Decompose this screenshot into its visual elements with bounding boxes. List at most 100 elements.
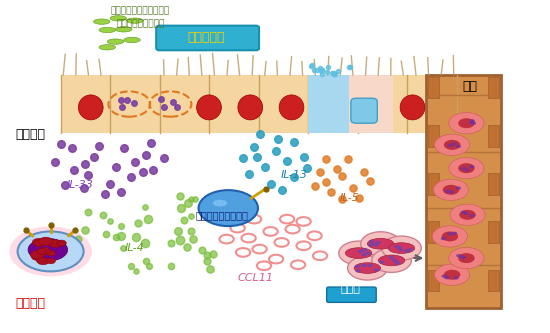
Circle shape <box>37 248 47 254</box>
Circle shape <box>458 253 475 263</box>
Circle shape <box>30 251 44 259</box>
Circle shape <box>369 240 375 243</box>
Circle shape <box>434 134 470 156</box>
Circle shape <box>382 236 421 260</box>
Circle shape <box>455 145 461 148</box>
Circle shape <box>471 122 476 125</box>
Ellipse shape <box>279 95 304 120</box>
Bar <box>488 221 499 243</box>
Ellipse shape <box>99 45 116 50</box>
Ellipse shape <box>107 39 124 44</box>
Circle shape <box>470 119 475 123</box>
Circle shape <box>361 264 366 267</box>
Ellipse shape <box>78 95 103 120</box>
Circle shape <box>450 204 485 225</box>
Circle shape <box>432 226 468 247</box>
Circle shape <box>455 186 461 190</box>
Text: IL-5: IL-5 <box>339 193 359 203</box>
Text: ダニ抗原・パパイン: ダニ抗原・パパイン <box>116 19 164 29</box>
Circle shape <box>31 254 42 260</box>
Circle shape <box>379 260 384 264</box>
Bar <box>428 125 439 147</box>
Circle shape <box>460 256 466 259</box>
Ellipse shape <box>94 19 110 24</box>
Text: ナチュラルヘルパー: ナチュラルヘルパー <box>195 210 248 220</box>
Circle shape <box>458 118 475 128</box>
Ellipse shape <box>116 27 132 32</box>
Circle shape <box>46 250 56 256</box>
Circle shape <box>348 256 387 280</box>
Circle shape <box>372 248 411 272</box>
Bar <box>60 75 456 133</box>
Text: 好酸球: 好酸球 <box>341 284 361 294</box>
Ellipse shape <box>126 18 143 23</box>
Circle shape <box>32 238 45 246</box>
Circle shape <box>461 211 466 214</box>
Ellipse shape <box>388 243 415 253</box>
Circle shape <box>361 232 400 256</box>
Circle shape <box>358 249 364 253</box>
Ellipse shape <box>367 238 394 249</box>
Circle shape <box>444 276 450 279</box>
Ellipse shape <box>99 27 116 33</box>
Ellipse shape <box>400 95 425 120</box>
Circle shape <box>39 237 53 246</box>
Circle shape <box>392 259 398 262</box>
Circle shape <box>355 269 361 273</box>
Circle shape <box>36 257 46 263</box>
Circle shape <box>394 245 400 248</box>
Circle shape <box>460 167 466 170</box>
Circle shape <box>459 210 476 220</box>
Circle shape <box>199 190 258 226</box>
Circle shape <box>34 240 45 246</box>
Circle shape <box>452 232 457 235</box>
Bar <box>488 77 499 98</box>
Ellipse shape <box>124 37 140 43</box>
Circle shape <box>449 113 484 134</box>
Circle shape <box>442 231 458 241</box>
Circle shape <box>460 255 466 259</box>
Circle shape <box>464 168 470 172</box>
Circle shape <box>445 189 450 193</box>
Bar <box>349 75 393 133</box>
Circle shape <box>434 264 470 285</box>
Ellipse shape <box>213 200 227 206</box>
Circle shape <box>407 248 412 251</box>
Circle shape <box>373 243 378 246</box>
Circle shape <box>368 243 373 246</box>
Circle shape <box>463 212 469 215</box>
Text: 血流: 血流 <box>463 80 478 93</box>
Circle shape <box>458 163 475 173</box>
Circle shape <box>359 250 364 253</box>
Circle shape <box>441 237 446 240</box>
Circle shape <box>9 226 92 276</box>
Circle shape <box>375 241 381 244</box>
Circle shape <box>449 247 484 269</box>
Text: ムチン形成: ムチン形成 <box>188 31 225 44</box>
Circle shape <box>469 214 475 217</box>
Ellipse shape <box>197 95 221 120</box>
Circle shape <box>361 253 367 256</box>
Circle shape <box>453 276 459 280</box>
Bar <box>428 77 439 98</box>
Circle shape <box>57 240 67 246</box>
Circle shape <box>398 248 403 251</box>
Ellipse shape <box>378 255 405 266</box>
Bar <box>488 270 499 291</box>
Circle shape <box>368 243 374 247</box>
Ellipse shape <box>28 238 68 261</box>
Circle shape <box>58 241 65 246</box>
Circle shape <box>397 246 402 249</box>
Bar <box>428 173 439 195</box>
Circle shape <box>443 185 459 195</box>
Circle shape <box>444 140 460 150</box>
Circle shape <box>362 248 368 252</box>
Circle shape <box>37 258 49 265</box>
Ellipse shape <box>238 95 263 120</box>
Text: IL-33: IL-33 <box>67 180 93 190</box>
Text: CCL11: CCL11 <box>238 273 274 283</box>
Circle shape <box>365 252 371 255</box>
Bar <box>488 125 499 147</box>
Circle shape <box>38 247 51 255</box>
Circle shape <box>355 265 360 268</box>
